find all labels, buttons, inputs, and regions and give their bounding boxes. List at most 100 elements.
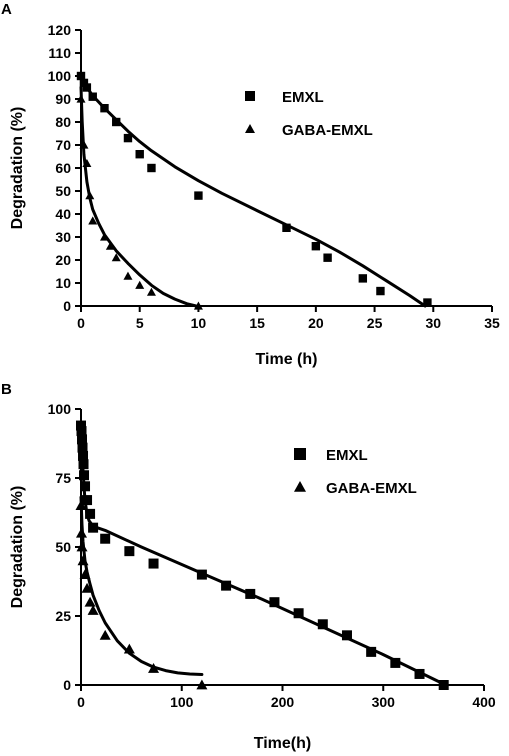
- data-point-square: [282, 223, 291, 232]
- legend-label: EMXL: [326, 447, 368, 464]
- data-point-square: [88, 522, 99, 533]
- data-point-square: [79, 78, 89, 88]
- y-axis-title: Degradation (%): [9, 486, 26, 609]
- x-tick-label: 400: [472, 694, 496, 710]
- y-tick-label: 80: [55, 114, 71, 130]
- data-point-square: [423, 298, 432, 307]
- data-point-square: [366, 646, 377, 657]
- x-tick-label: 200: [271, 694, 295, 710]
- y-tick-label: 40: [55, 206, 71, 222]
- x-axis-title: Time(h): [254, 735, 311, 752]
- data-point-triangle: [193, 301, 203, 310]
- y-tick-label: 110: [48, 45, 71, 61]
- data-point-triangle: [85, 191, 95, 200]
- y-tick-label: 50: [55, 539, 71, 555]
- data-point-square: [80, 481, 91, 492]
- data-point-square: [341, 630, 352, 641]
- data-point-square: [123, 133, 133, 143]
- x-tick-label: 15: [249, 315, 265, 331]
- y-tick-label: 25: [55, 608, 71, 624]
- data-point-triangle: [84, 596, 96, 607]
- data-point-square: [85, 508, 96, 519]
- fit-curve: [79, 421, 448, 687]
- data-point-triangle: [111, 253, 121, 262]
- chart-panel-b: B 0 100 200 300 400 0 25 50 75 100 Time(h) Degradati…: [1, 381, 496, 752]
- fit-curve: [79, 86, 198, 308]
- panel-label: B: [1, 381, 12, 398]
- y-tick-label: 70: [55, 137, 71, 153]
- series-gaba-emxl: [75, 495, 208, 690]
- x-axis-title: Time (h): [256, 351, 318, 368]
- data-point-square: [221, 580, 232, 591]
- data-point-square: [376, 286, 385, 296]
- data-point-triangle: [135, 280, 145, 289]
- data-point-square: [414, 668, 425, 679]
- series-emxl: [76, 71, 432, 308]
- data-point-square: [196, 569, 207, 580]
- data-point-square: [124, 546, 135, 557]
- y-tick-label: 60: [55, 160, 71, 176]
- data-point-triangle: [99, 629, 111, 640]
- data-point-triangle: [99, 232, 109, 241]
- data-point-square: [78, 459, 89, 470]
- y-tick-label: 0: [63, 677, 71, 693]
- data-point-square: [82, 83, 92, 92]
- data-point-square: [323, 253, 332, 262]
- x-tick-label: 10: [191, 315, 207, 331]
- legend-marker-triangle: [245, 124, 255, 133]
- data-point-square: [148, 558, 159, 569]
- y-tick-label: 30: [55, 229, 71, 245]
- legend-marker-square: [294, 448, 306, 460]
- data-point-triangle: [123, 643, 135, 654]
- data-point-triangle: [76, 541, 88, 552]
- legend-entry: EMXL: [245, 89, 324, 106]
- x-tick-label: 20: [308, 315, 324, 331]
- fit-curve: [79, 72, 427, 308]
- data-point-square: [390, 657, 401, 668]
- data-point-square: [76, 420, 86, 431]
- x-tick-label: 25: [367, 315, 383, 331]
- data-point-square: [100, 104, 109, 113]
- data-point-triangle: [77, 555, 89, 566]
- data-point-triangle: [105, 241, 115, 250]
- data-point-square: [147, 163, 156, 173]
- data-point-square: [194, 191, 203, 200]
- data-point-triangle: [81, 582, 93, 593]
- legend-label: GABA-EMXL: [326, 480, 417, 497]
- data-point-triangle: [82, 158, 92, 167]
- y-tick-label: 75: [55, 470, 71, 486]
- x-tick-label: 100: [170, 694, 194, 710]
- data-point-square: [135, 150, 144, 159]
- data-point-triangle: [196, 679, 208, 690]
- data-point-triangle: [79, 569, 91, 579]
- data-point-square: [88, 92, 97, 101]
- fit-curve: [79, 495, 204, 676]
- y-tick-label: 50: [55, 183, 71, 199]
- y-tick-label: 20: [55, 252, 71, 268]
- data-point-square: [438, 680, 449, 690]
- x-tick-label: 35: [484, 315, 500, 331]
- data-point-square: [100, 533, 111, 544]
- y-tick-label: 0: [63, 298, 71, 314]
- legend-entry: EMXL: [294, 447, 368, 464]
- data-point-square: [82, 495, 93, 506]
- x-tick-label: 0: [77, 315, 85, 331]
- data-point-square: [76, 426, 87, 437]
- x-tick-label: 5: [136, 315, 144, 331]
- data-point-triangle: [146, 287, 156, 296]
- legend-entry: GABA-EMXL: [245, 122, 373, 139]
- data-point-square: [78, 450, 89, 461]
- data-point-square: [358, 274, 368, 283]
- data-point-triangle: [76, 527, 88, 538]
- data-point-square: [112, 117, 121, 127]
- data-point-triangle: [123, 271, 133, 280]
- legend-label: GABA-EMXL: [282, 122, 373, 139]
- y-tick-label: 90: [55, 91, 71, 107]
- series-gaba-emxl: [76, 86, 203, 310]
- data-point-square: [269, 597, 280, 608]
- y-tick-label: 120: [48, 22, 72, 38]
- y-axis-title: Degradation (%): [9, 107, 26, 230]
- data-point-triangle: [148, 662, 160, 673]
- y-tick-label: 100: [48, 68, 72, 84]
